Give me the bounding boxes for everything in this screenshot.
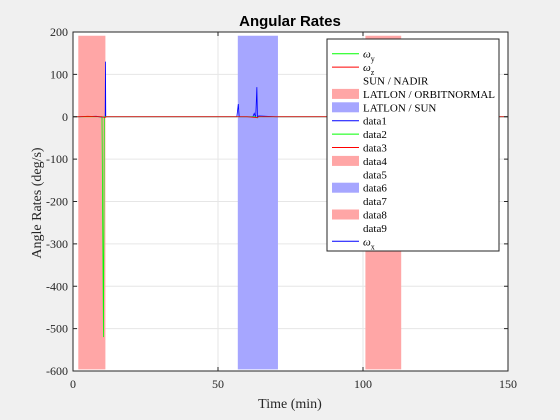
x-axis-label: Time (min) bbox=[258, 397, 322, 412]
legend-entry-label: data5 bbox=[363, 169, 387, 181]
x-tick-label: 50 bbox=[212, 377, 224, 391]
y-tick-label: -300 bbox=[46, 237, 68, 251]
legend-entry-label: LATLON / ORBITNORMAL bbox=[363, 89, 495, 101]
y-tick-label: -100 bbox=[46, 152, 68, 166]
legend-patch-swatch bbox=[332, 102, 359, 113]
legend-patch-swatch bbox=[332, 155, 359, 166]
y-tick-label: -200 bbox=[46, 195, 68, 209]
series-line-z bbox=[73, 115, 508, 119]
legend-entry-label: ωx bbox=[363, 236, 375, 251]
y-axis-label: Angle Rates (deg/s) bbox=[30, 147, 45, 259]
legend-entry-label: ωy bbox=[363, 49, 375, 64]
legend-patch-swatch bbox=[332, 182, 359, 193]
legend-entry-label: data4 bbox=[363, 156, 387, 168]
y-tick-label: -400 bbox=[46, 279, 68, 293]
y-tick-label: 0 bbox=[62, 110, 68, 124]
shaded-region bbox=[237, 35, 278, 370]
x-tick-label: 0 bbox=[70, 377, 76, 391]
legend-patch-swatch bbox=[332, 209, 359, 220]
chart-title: Angular Rates bbox=[239, 13, 341, 30]
axis-ticks: 0 50 100 150 200 100 0 -100 -200 -300 -400 -500 -600 bbox=[46, 25, 517, 391]
y-tick-label: -600 bbox=[46, 364, 68, 378]
legend-entry-label: data7 bbox=[363, 196, 387, 208]
legend-entry-label: data6 bbox=[363, 183, 387, 195]
legend-entry-label: data2 bbox=[363, 129, 387, 141]
x-tick-label: 150 bbox=[499, 377, 517, 391]
legend-entry-label: data9 bbox=[363, 223, 387, 235]
y-tick-label: -500 bbox=[46, 322, 68, 336]
legend-patch-swatch bbox=[332, 88, 359, 99]
series-lines bbox=[73, 61, 508, 338]
legend-entry-label: data8 bbox=[363, 210, 387, 222]
y-tick-label: 100 bbox=[50, 67, 68, 81]
x-tick-label: 100 bbox=[354, 377, 372, 391]
legend-entry-label: LATLON / SUN bbox=[363, 102, 436, 114]
legend-entry-label: SUN / NADIR bbox=[363, 76, 429, 88]
shaded-region bbox=[78, 35, 106, 370]
legend-entry-label: data3 bbox=[363, 143, 387, 155]
legend-entry-label: ωz bbox=[363, 62, 375, 77]
y-tick-label: 200 bbox=[50, 25, 68, 39]
legend-entry-label: data1 bbox=[363, 116, 387, 128]
